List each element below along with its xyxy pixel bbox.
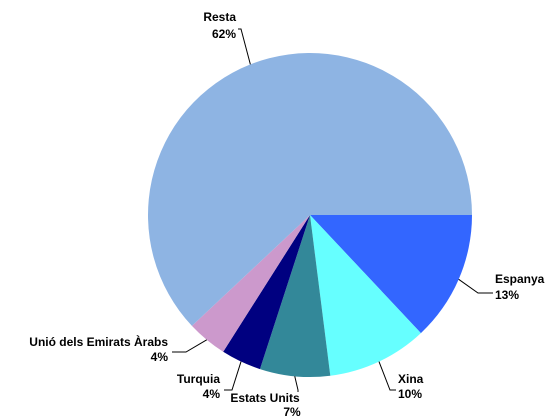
pie-slice bbox=[191, 215, 310, 352]
leader-line bbox=[378, 361, 396, 391]
pie-slice bbox=[147, 52, 472, 326]
slice-label: Unió dels Emirats Àrabs bbox=[29, 334, 168, 349]
pie-slice bbox=[310, 215, 472, 334]
slice-value: 4% bbox=[151, 350, 169, 364]
leader-line bbox=[224, 361, 242, 391]
slice-value: 10% bbox=[398, 387, 422, 401]
slice-label: Turquia bbox=[177, 372, 220, 386]
leader-line bbox=[458, 278, 493, 294]
slice-label: Espanya bbox=[495, 272, 545, 286]
slice-label: Estats Units bbox=[230, 391, 300, 405]
slice-value: 62% bbox=[212, 27, 236, 41]
leader-line bbox=[294, 376, 299, 392]
slice-label: Resta bbox=[203, 10, 236, 24]
slice-value: 7% bbox=[283, 405, 301, 419]
leader-line bbox=[238, 28, 251, 65]
slice-value: 13% bbox=[495, 288, 519, 302]
pie-slice bbox=[259, 215, 331, 377]
pie-slice bbox=[223, 215, 310, 370]
pie-slice bbox=[310, 215, 421, 376]
slice-label: Xina bbox=[398, 372, 424, 386]
leader-line bbox=[172, 339, 207, 353]
slice-value: 4% bbox=[203, 387, 221, 401]
